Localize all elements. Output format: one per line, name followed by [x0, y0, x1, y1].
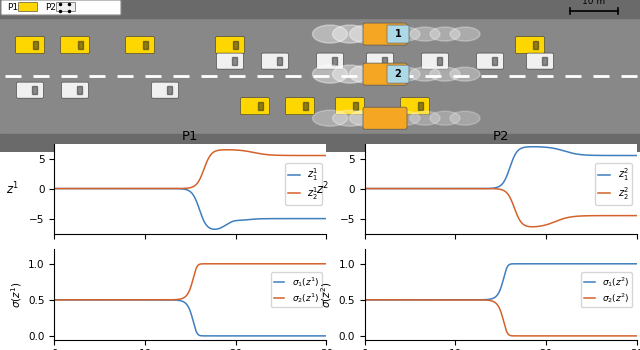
Ellipse shape	[450, 27, 480, 41]
Bar	[232, 57, 237, 65]
Bar	[277, 57, 282, 65]
Bar	[0, 0, 640, 18]
FancyBboxPatch shape	[363, 63, 407, 85]
Text: 2: 2	[395, 69, 401, 79]
Text: P1: P1	[7, 3, 18, 12]
Ellipse shape	[349, 110, 385, 126]
Text: 10 m: 10 m	[582, 0, 605, 6]
Ellipse shape	[430, 67, 460, 81]
Bar	[232, 41, 238, 49]
Ellipse shape	[312, 25, 348, 43]
FancyBboxPatch shape	[363, 107, 407, 129]
Bar	[168, 86, 172, 94]
Bar	[383, 57, 387, 65]
FancyBboxPatch shape	[125, 36, 154, 54]
FancyBboxPatch shape	[61, 36, 90, 54]
Y-axis label: $z^2$: $z^2$	[316, 180, 330, 197]
Ellipse shape	[367, 65, 403, 83]
Bar	[33, 86, 37, 94]
FancyBboxPatch shape	[61, 82, 88, 98]
FancyBboxPatch shape	[422, 53, 449, 69]
Bar	[258, 102, 263, 110]
Ellipse shape	[349, 65, 385, 83]
FancyBboxPatch shape	[335, 98, 365, 115]
FancyBboxPatch shape	[17, 82, 44, 98]
Ellipse shape	[450, 67, 480, 81]
Bar	[332, 57, 337, 65]
Legend: $\sigma_1(z^2)$, $\sigma_2(z^2)$: $\sigma_1(z^2)$, $\sigma_2(z^2)$	[581, 272, 632, 307]
FancyBboxPatch shape	[367, 53, 394, 69]
FancyBboxPatch shape	[19, 2, 38, 12]
Ellipse shape	[333, 110, 367, 126]
FancyBboxPatch shape	[1, 0, 121, 15]
Bar	[532, 41, 538, 49]
Bar	[418, 102, 423, 110]
FancyBboxPatch shape	[216, 53, 243, 69]
Ellipse shape	[410, 111, 440, 125]
Ellipse shape	[333, 25, 367, 43]
FancyBboxPatch shape	[15, 36, 45, 54]
Ellipse shape	[410, 67, 440, 81]
Ellipse shape	[450, 111, 480, 125]
Bar	[77, 86, 82, 94]
Ellipse shape	[367, 25, 403, 43]
Ellipse shape	[430, 111, 460, 125]
FancyBboxPatch shape	[241, 98, 269, 115]
FancyBboxPatch shape	[363, 23, 407, 45]
Ellipse shape	[430, 27, 460, 41]
FancyBboxPatch shape	[401, 98, 429, 115]
Legend: $\sigma_1(z^1)$, $\sigma_2(z^1)$: $\sigma_1(z^1)$, $\sigma_2(z^1)$	[271, 272, 322, 307]
FancyBboxPatch shape	[262, 53, 289, 69]
FancyBboxPatch shape	[515, 36, 545, 54]
Y-axis label: $z^1$: $z^1$	[6, 180, 19, 197]
Legend: $z_1^1$, $z_2^1$: $z_1^1$, $z_2^1$	[285, 163, 321, 205]
Bar	[77, 41, 83, 49]
Bar	[353, 102, 358, 110]
Ellipse shape	[367, 110, 403, 126]
FancyBboxPatch shape	[387, 65, 409, 83]
Title: P2: P2	[493, 131, 509, 144]
Ellipse shape	[312, 110, 348, 126]
Bar	[303, 102, 308, 110]
Bar	[33, 41, 38, 49]
FancyBboxPatch shape	[216, 36, 244, 54]
FancyBboxPatch shape	[152, 82, 179, 98]
Text: P2: P2	[45, 3, 56, 12]
FancyBboxPatch shape	[477, 53, 504, 69]
FancyBboxPatch shape	[527, 53, 554, 69]
FancyBboxPatch shape	[387, 25, 409, 43]
Bar	[492, 57, 497, 65]
Bar	[437, 57, 442, 65]
Text: 1: 1	[395, 29, 401, 39]
FancyBboxPatch shape	[317, 53, 344, 69]
Ellipse shape	[410, 27, 440, 41]
Legend: $z_1^2$, $z_2^2$: $z_1^2$, $z_2^2$	[595, 163, 632, 205]
Bar	[543, 57, 547, 65]
Title: P1: P1	[182, 131, 198, 144]
Ellipse shape	[312, 65, 348, 83]
Ellipse shape	[349, 25, 385, 43]
Ellipse shape	[333, 65, 367, 83]
Y-axis label: $\sigma(z^1)$: $\sigma(z^1)$	[9, 281, 24, 308]
Bar	[143, 41, 148, 49]
Ellipse shape	[390, 111, 420, 125]
FancyBboxPatch shape	[56, 2, 76, 12]
Y-axis label: $\sigma(z^2)$: $\sigma(z^2)$	[319, 281, 335, 308]
Ellipse shape	[390, 27, 420, 41]
Ellipse shape	[390, 67, 420, 81]
Bar	[0, 134, 640, 152]
FancyBboxPatch shape	[285, 98, 314, 115]
